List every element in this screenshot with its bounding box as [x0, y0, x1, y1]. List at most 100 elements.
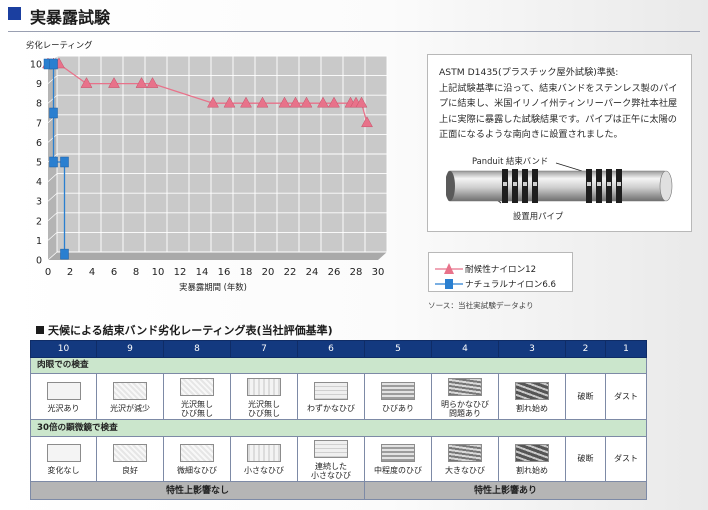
- point-triangle-0: [328, 96, 340, 108]
- sample-swatch-icon: [515, 444, 549, 463]
- point-triangle-0: [135, 77, 148, 88]
- footer-impact: 特性上影響あり: [364, 481, 647, 500]
- point-triangle-0: [317, 96, 329, 108]
- sample-caption: ダスト: [614, 392, 638, 402]
- y-gridline-depth: [47, 134, 58, 143]
- rating-header-cell: 8: [163, 340, 231, 358]
- sample-caption: 問題あり: [449, 408, 481, 418]
- x-tick-label: 10: [152, 267, 165, 278]
- sample-swatch-icon: [381, 382, 415, 401]
- sample-swatch-icon: [46, 444, 81, 463]
- y-tick-label: 4: [36, 177, 42, 188]
- legend-square-icon: [435, 279, 463, 289]
- rating-header-cell: 7: [230, 340, 298, 358]
- point-triangle-0: [361, 116, 373, 128]
- section-microscope-row: 30倍の顕微鏡で検査: [30, 418, 647, 437]
- description-line-5: 正面になるような南向きに設置されました。: [439, 129, 623, 141]
- y-gridline-depth: [47, 212, 58, 222]
- y-gridline-depth: [47, 75, 58, 84]
- point-square-1: [49, 58, 58, 70]
- rating-header-cell: 4: [431, 340, 499, 358]
- sample-swatch-icon: [515, 382, 549, 401]
- y-gridline-depth: [47, 232, 58, 241]
- section-visual-row: 肉眼での検査: [30, 356, 647, 375]
- y-tick-label: 2: [36, 216, 42, 227]
- rating-header-cell: 5: [364, 340, 432, 358]
- rating-sample-cell: 小さなひび: [230, 435, 298, 483]
- y-tick-label: 6: [36, 138, 42, 149]
- rating-header-cell: 1: [605, 340, 647, 358]
- title-square-icon: [8, 7, 21, 20]
- rating-sample-cell: 明らかなひび 問題あり: [431, 373, 499, 420]
- x-tick-label: 26: [328, 267, 341, 278]
- x-tick-label: 28: [350, 267, 363, 278]
- sample-caption: ひびあり: [382, 404, 414, 414]
- section-microscope-label: 30倍の顕微鏡で検査: [30, 418, 647, 437]
- sample-swatch-icon: [180, 444, 214, 463]
- y-gridline-depth: [47, 94, 58, 104]
- y-tick-label: 8: [36, 99, 42, 110]
- visual-inspection-row: 光沢あり 光沢が減少 光沢無し ひび無し 光沢無し ひび無し わずかなひび ひびあり 明らかなひ…: [30, 373, 647, 420]
- point-triangle-0: [80, 77, 93, 88]
- rating-sample-cell: 光沢あり: [30, 373, 97, 420]
- sample-swatch-icon: [247, 444, 281, 463]
- y-tick-label: 7: [36, 118, 42, 129]
- point-triangle-0: [146, 77, 159, 88]
- rating-sample-cell: 割れ始め: [498, 435, 566, 483]
- point-triangle-0: [223, 96, 236, 108]
- y-gridline-depth: [47, 173, 58, 182]
- sample-caption: ひび無し: [248, 408, 280, 418]
- sample-caption: 良好: [122, 466, 138, 476]
- sample-caption: ダスト: [614, 454, 638, 464]
- impact-footer-row: 特性上影響なし 特性上影響あり: [30, 481, 647, 500]
- point-triangle-0: [240, 96, 252, 108]
- point-square-1: [60, 248, 69, 260]
- sample-caption: ひび無し: [181, 408, 213, 418]
- point-square-1: [60, 156, 69, 168]
- y-tick-label: 3: [36, 197, 42, 208]
- rating-sample-cell: 破断: [565, 373, 606, 420]
- table-heading: 天候による結束バンド劣化レーティング表(当社評価基準): [36, 322, 333, 338]
- y-gridline-depth: [47, 251, 58, 261]
- section-visual-label: 肉眼での検査: [30, 356, 647, 375]
- sample-caption: 変化なし: [47, 466, 80, 476]
- sample-caption: 破断: [577, 454, 594, 464]
- sample-caption: 中程度のひび: [374, 466, 422, 476]
- point-square-1: [49, 107, 58, 119]
- description-line-3: プに結束し、米国イリノイ州ティンリーパーク弊社本社屋: [439, 98, 678, 110]
- sample-caption: 明らかなひび: [441, 399, 489, 409]
- x-tick-label: 12: [174, 267, 187, 278]
- sample-caption: 光沢無し: [181, 399, 213, 409]
- sample-swatch-icon: [113, 382, 147, 401]
- point-triangle-0: [278, 96, 291, 108]
- x-tick-label: 30: [372, 267, 385, 278]
- sample-caption: 微細なひび: [177, 466, 217, 476]
- y-tick-label: 0: [36, 256, 42, 267]
- rating-table: 10 9 8 7 6 5 4 3 2 1 肉眼での検査 光沢あり 光沢が減少 光沢無し ひび無し 光沢無し…: [30, 340, 647, 500]
- y-tick-label: 10: [30, 60, 42, 71]
- sample-caption: 割れ始め: [516, 466, 548, 476]
- sample-swatch-icon: [314, 382, 348, 401]
- sample-swatch-icon: [381, 444, 415, 463]
- rating-sample-cell: わずかなひび: [297, 373, 365, 420]
- rating-header-cell: 3: [498, 340, 566, 358]
- sample-caption: 光沢が減少: [110, 404, 150, 414]
- sample-caption: 光沢無し: [248, 399, 280, 409]
- point-triangle-0: [207, 96, 219, 108]
- description-line-4: 上に実際に暴露した試験結果です。パイプは正午に太陽の: [439, 113, 677, 125]
- rating-header-cell: 10: [30, 340, 97, 358]
- rating-sample-cell: 微細なひび: [163, 435, 231, 483]
- y-tick-label: 9: [36, 79, 42, 90]
- x-tick-label: 8: [133, 267, 139, 278]
- source-note: ソース：当社実試験データより: [428, 301, 534, 310]
- rating-header-cell: 2: [565, 340, 606, 358]
- label-panduit-band: Panduit 結束バンド: [472, 156, 549, 166]
- sample-caption: 割れ始め: [516, 404, 548, 414]
- rating-sample-cell: 光沢が減少: [96, 373, 164, 420]
- sample-swatch-icon: [113, 444, 147, 463]
- x-tick-label: 16: [218, 267, 231, 278]
- sample-caption: 大きなひび: [445, 466, 485, 476]
- rating-sample-cell: 大きなひび: [431, 435, 499, 483]
- x-tick-label: 6: [111, 267, 117, 278]
